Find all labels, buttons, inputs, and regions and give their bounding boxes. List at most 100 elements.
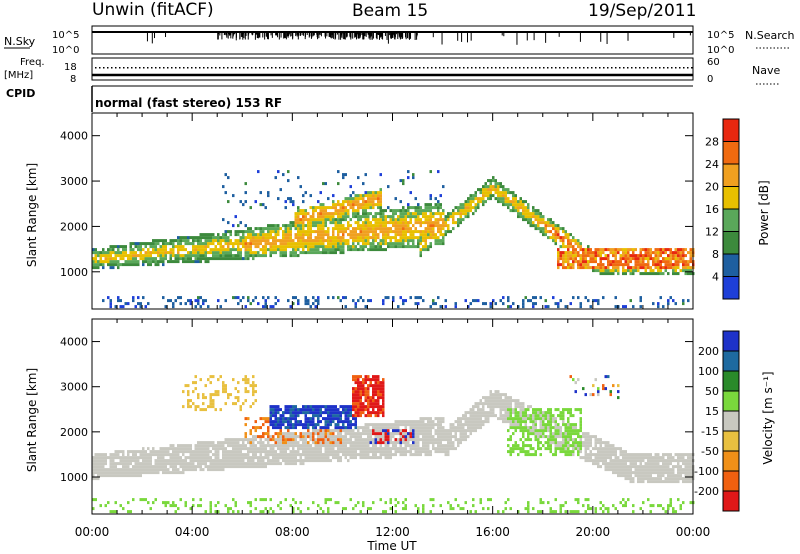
velocity-cell bbox=[319, 450, 322, 454]
power-cell bbox=[382, 302, 385, 306]
velocity-cell bbox=[374, 375, 377, 379]
velocity-cell bbox=[139, 462, 142, 466]
velocity-cell bbox=[322, 441, 325, 445]
velocity-cell bbox=[424, 438, 427, 442]
velocity-cell bbox=[417, 435, 420, 439]
velocity-cell bbox=[324, 501, 327, 505]
nave-dot bbox=[115, 67, 117, 69]
power-cell bbox=[572, 266, 575, 270]
power-cell bbox=[572, 251, 575, 255]
power-cell bbox=[679, 257, 682, 261]
noise-spike bbox=[151, 33, 153, 44]
power-cell bbox=[247, 299, 250, 303]
power-cell bbox=[212, 251, 215, 255]
power-cell bbox=[629, 248, 632, 252]
velocity-cell bbox=[287, 429, 290, 433]
power-cell bbox=[464, 299, 467, 303]
power-cell bbox=[442, 209, 445, 213]
velocity-cell bbox=[269, 444, 272, 448]
velocity-cell bbox=[224, 459, 227, 463]
nave-dot bbox=[559, 67, 561, 69]
velocity-cell bbox=[367, 390, 370, 394]
velocity-cell bbox=[269, 462, 272, 466]
velocity-cell bbox=[322, 438, 325, 442]
power-cell bbox=[187, 251, 190, 255]
velocity-cell bbox=[237, 441, 240, 445]
velocity-cell bbox=[394, 450, 397, 454]
nave-dot bbox=[315, 67, 317, 69]
velocity-cell bbox=[274, 423, 277, 427]
velocity-cell bbox=[342, 447, 345, 451]
power-cell bbox=[257, 170, 260, 174]
velocity-cell bbox=[374, 429, 377, 433]
velocity-cell bbox=[247, 381, 250, 385]
power-cell bbox=[432, 236, 435, 240]
velocity-cell bbox=[109, 453, 112, 457]
power-cell bbox=[672, 257, 675, 261]
velocity-cell bbox=[282, 453, 285, 457]
power-cell bbox=[629, 272, 632, 276]
velocity-cell bbox=[262, 441, 265, 445]
velocity-cell bbox=[139, 453, 142, 457]
velocity-cell bbox=[292, 462, 295, 466]
power-cell bbox=[409, 227, 412, 231]
power-cell bbox=[437, 221, 440, 225]
noise-dot bbox=[313, 33, 315, 36]
power-cell bbox=[349, 230, 352, 234]
velocity-cell bbox=[354, 399, 357, 403]
noise-spike bbox=[256, 33, 258, 39]
velocity-cell bbox=[294, 411, 297, 415]
power-cell bbox=[662, 248, 665, 252]
power-cell bbox=[474, 299, 477, 303]
power-cell bbox=[629, 257, 632, 261]
power-cell bbox=[317, 239, 320, 243]
velocity-cell bbox=[294, 444, 297, 448]
noise-dot bbox=[371, 33, 373, 40]
power-cell bbox=[172, 248, 175, 252]
power-cell bbox=[429, 170, 432, 174]
velocity-cell bbox=[424, 435, 427, 439]
velocity-cell bbox=[267, 462, 270, 466]
power-cell bbox=[402, 179, 405, 183]
velocity-cell bbox=[394, 447, 397, 451]
velocity-cell bbox=[259, 462, 262, 466]
power-cell bbox=[337, 215, 340, 219]
velocity-cell bbox=[462, 435, 465, 439]
velocity-cell bbox=[269, 405, 272, 409]
velocity-cell bbox=[312, 405, 315, 409]
velocity-cell bbox=[204, 450, 207, 454]
velocity-cell bbox=[382, 453, 385, 457]
power-cell bbox=[337, 227, 340, 231]
velocity-cell bbox=[319, 444, 322, 448]
velocity-cell bbox=[367, 507, 370, 511]
power-cell bbox=[227, 242, 230, 246]
velocity-cell bbox=[192, 462, 195, 466]
power-cell bbox=[667, 263, 670, 267]
velocity-cell bbox=[322, 411, 325, 415]
power-cell bbox=[394, 212, 397, 216]
power-cell bbox=[324, 251, 327, 255]
power-cell bbox=[114, 251, 117, 255]
power-cell bbox=[424, 242, 427, 246]
velocity-cell bbox=[182, 444, 185, 448]
power-cell bbox=[354, 212, 357, 216]
noise-dot bbox=[275, 33, 277, 36]
velocity-cell bbox=[319, 432, 322, 436]
velocity-cell bbox=[374, 387, 377, 391]
power-cell bbox=[469, 203, 472, 207]
velocity-cell bbox=[154, 459, 157, 463]
noise-dot bbox=[326, 33, 328, 37]
power-cell bbox=[199, 236, 202, 240]
velocity-cell bbox=[222, 384, 225, 388]
velocity-cell bbox=[297, 453, 300, 457]
velocity-cell bbox=[459, 507, 462, 511]
velocity-cell bbox=[227, 453, 230, 457]
power-cell bbox=[529, 221, 532, 225]
power-cell bbox=[157, 263, 160, 267]
noise-dot bbox=[390, 33, 392, 39]
power-cell bbox=[622, 266, 625, 270]
velocity-cell bbox=[227, 441, 230, 445]
velocity-cell bbox=[124, 465, 127, 469]
velocity-cell bbox=[117, 462, 120, 466]
velocity-cell bbox=[314, 453, 317, 457]
